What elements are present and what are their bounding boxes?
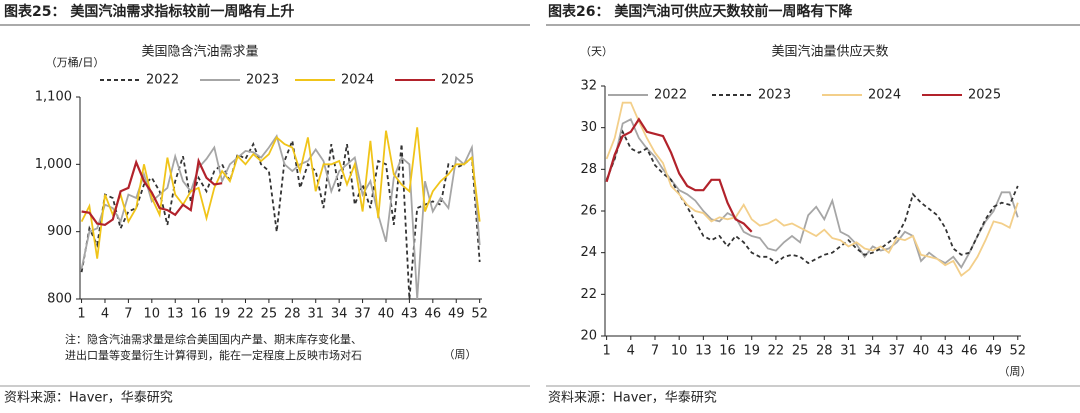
x-tick-label: 22 [768, 344, 785, 359]
x-tick-label: 13 [167, 307, 184, 322]
y-tick-label: 32 [580, 79, 597, 94]
x-tick-label: 7 [651, 344, 659, 359]
x-tick-label: 43 [937, 344, 954, 359]
x-tick-label: 52 [471, 307, 488, 322]
x-tick-label: 37 [354, 307, 371, 322]
y-tick-label: 20 [580, 329, 597, 344]
x-tick-label: 28 [284, 307, 301, 322]
header: 图表25： 美国汽油需求指标较前一周略有上升 [4, 3, 294, 20]
x-tick-label: 1 [602, 344, 610, 359]
x-tick-label: 34 [331, 307, 348, 322]
x-tick-label: 31 [307, 307, 324, 322]
legend-label: 2024 [868, 88, 901, 103]
legend-label: 2023 [246, 73, 279, 88]
legend-label: 2022 [654, 88, 687, 103]
x-tick-label: 16 [719, 344, 736, 359]
x-tick-label: 16 [190, 307, 207, 322]
y-axis-label: （天） [580, 45, 613, 58]
y-tick-label: 1,100 [35, 90, 72, 105]
note: 注：隐含汽油需求量是综合美国国内产量、期末库存变化量、 [65, 332, 362, 346]
x-tick-label: 40 [913, 344, 930, 359]
y-tick-label: 1,000 [35, 157, 72, 172]
x-tick-label: 10 [671, 344, 688, 359]
x-tick-label: 28 [816, 344, 833, 359]
series-line [81, 157, 223, 227]
y-tick-label: 22 [580, 287, 597, 302]
x-tick-label: 46 [961, 344, 978, 359]
chart-title: 美国汽油量供应天数 [771, 44, 888, 60]
legend-label: 2025 [968, 88, 1001, 103]
y-tick-label: 28 [580, 162, 597, 177]
x-tick-label: 25 [261, 307, 278, 322]
series-line [605, 117, 753, 233]
series-line [605, 118, 1019, 269]
y-tick-label: 26 [580, 204, 597, 219]
y-tick-label: 24 [580, 245, 597, 260]
x-tick-label: 4 [101, 307, 109, 322]
x-tick-label: 4 [627, 344, 635, 359]
x-tick-label: 19 [743, 344, 760, 359]
series-line [605, 101, 1019, 277]
x-tick-label: 52 [1010, 344, 1027, 359]
x-axis-label: （周） [444, 348, 477, 361]
series-line [605, 129, 1019, 265]
x-tick-label: 7 [124, 307, 132, 322]
legend-label: 2022 [146, 73, 179, 88]
source: 资料来源：Haver，华泰研究 [4, 391, 173, 406]
x-tick-label: 31 [840, 344, 857, 359]
x-tick-label: 10 [144, 307, 161, 322]
source: 资料来源：Haver，华泰研究 [548, 391, 717, 406]
y-axis-label: （万桶/日） [46, 55, 105, 69]
x-axis-label: （周） [999, 365, 1032, 378]
x-tick-label: 40 [378, 307, 395, 322]
x-tick-label: 49 [448, 307, 465, 322]
legend-label: 2025 [441, 73, 474, 88]
y-tick-label: 900 [47, 224, 72, 239]
series-line [80, 127, 481, 259]
x-tick-label: 46 [425, 307, 442, 322]
x-tick-label: 43 [401, 307, 418, 322]
y-tick-label: 30 [580, 120, 597, 135]
x-tick-label: 13 [695, 344, 712, 359]
legend-label: 2023 [758, 88, 791, 103]
x-tick-label: 19 [214, 307, 231, 322]
x-tick-label: 49 [985, 344, 1002, 359]
x-tick-label: 22 [237, 307, 254, 322]
x-tick-label: 1 [77, 307, 85, 322]
header: 图表26： 美国汽油可供应天数较前一周略有下降 [548, 3, 853, 20]
chart-title: 美国隐含汽油需求量 [141, 44, 258, 60]
x-tick-label: 25 [792, 344, 809, 359]
x-tick-label: 37 [889, 344, 906, 359]
legend-label: 2024 [341, 73, 374, 88]
note: 进出口量等变量衍生计算得到，能在一定程度上反映市场对石 [65, 348, 362, 362]
x-tick-label: 34 [864, 344, 881, 359]
y-tick-label: 800 [47, 292, 72, 307]
